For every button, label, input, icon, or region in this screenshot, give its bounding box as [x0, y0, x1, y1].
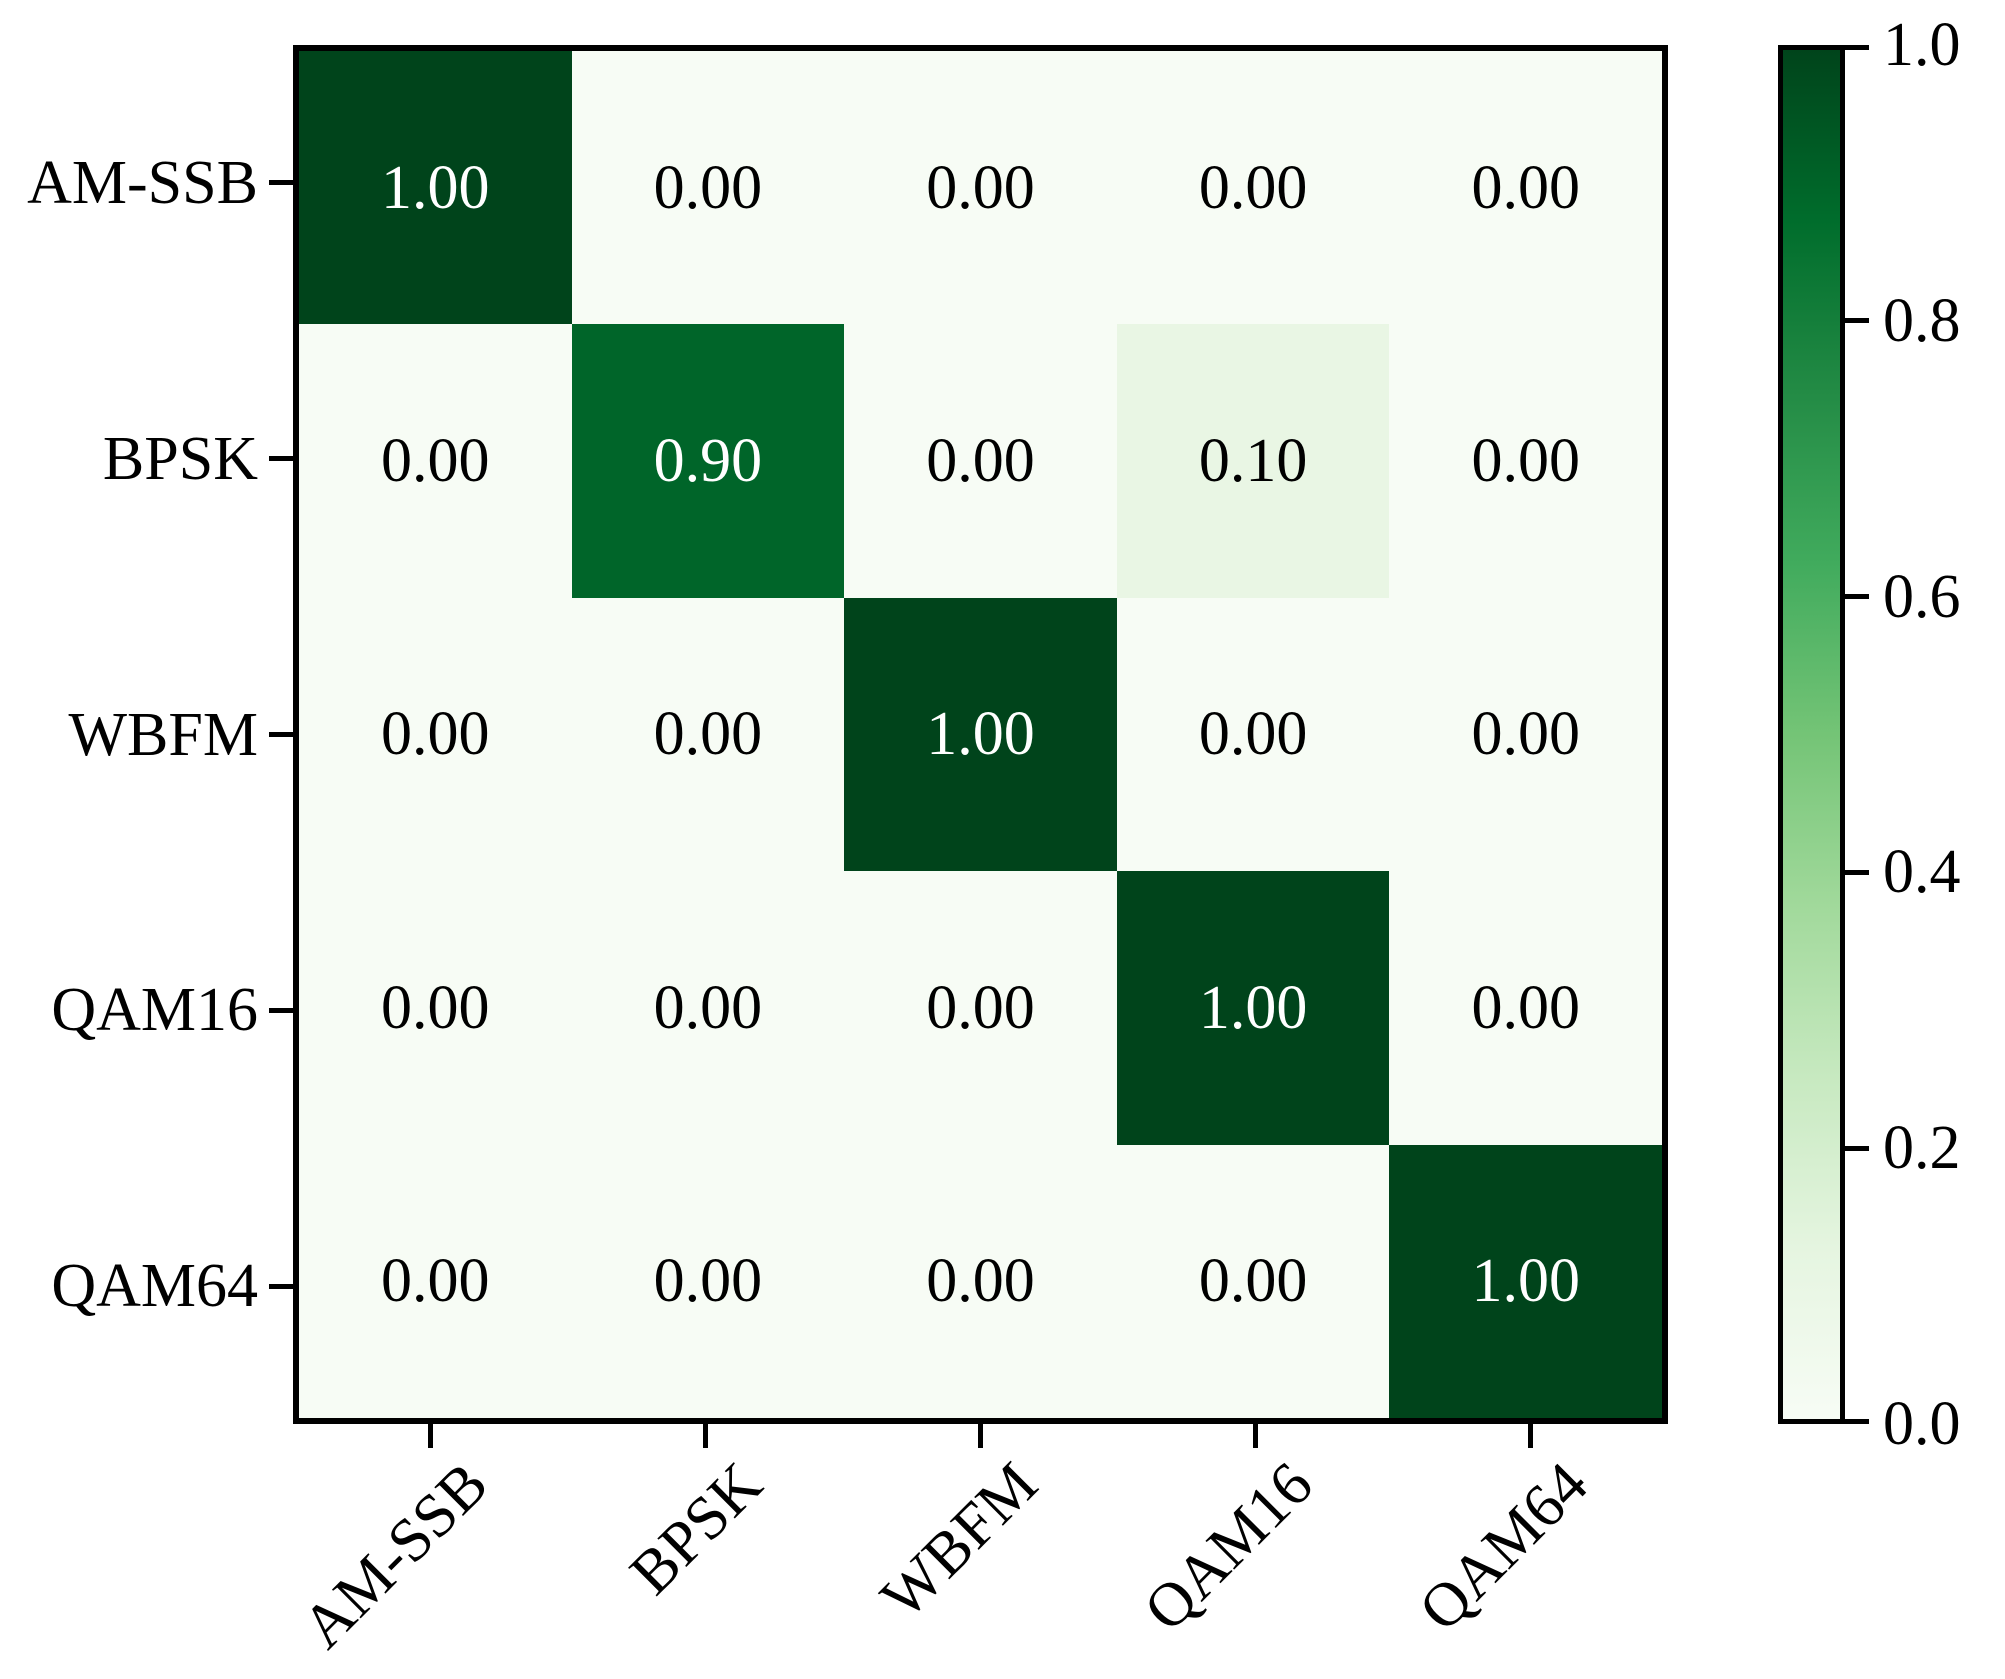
matrix-cell: 0.00 [844, 871, 1117, 1145]
matrix-cell: 0.00 [844, 324, 1117, 598]
x-tick-label: AM-SSB [289, 1449, 501, 1662]
x-tick-label: WBFM [868, 1449, 1051, 1632]
tick-mark [1528, 1424, 1533, 1448]
matrix-cell: 0.00 [299, 871, 572, 1145]
matrix-cell: 1.00 [1116, 871, 1390, 1145]
tick-mark [1845, 1419, 1869, 1424]
colorbar-tick-label: 0.4 [1883, 838, 1961, 907]
matrix-cell: 0.90 [571, 324, 845, 598]
tick-mark [978, 1424, 983, 1448]
tick-mark [428, 1424, 433, 1448]
matrix-cell: 0.10 [1116, 324, 1390, 598]
matrix-cell: 0.00 [844, 51, 1117, 325]
matrix-cell: 0.00 [299, 1144, 572, 1418]
tick-mark [1845, 594, 1869, 600]
matrix-cell: 0.00 [1389, 871, 1662, 1145]
matrix-cell: 0.00 [299, 324, 572, 598]
tick-mark [1253, 1424, 1258, 1448]
tick-mark [269, 180, 293, 186]
matrix-cell: 0.00 [1116, 1144, 1390, 1418]
tick-mark [269, 732, 293, 737]
matrix-cell: 1.00 [1389, 1144, 1662, 1418]
colorbar-tick-label: 0.0 [1883, 1390, 1961, 1458]
tick-mark [703, 1424, 708, 1448]
matrix-cell: 0.00 [1116, 597, 1390, 872]
x-tick-label: QAM16 [1131, 1449, 1326, 1645]
matrix-cell: 0.00 [299, 597, 572, 872]
matrix-cell: 0.00 [571, 1144, 845, 1418]
y-tick-label: AM-SSB [27, 148, 258, 217]
colorbar [1778, 45, 1845, 1424]
y-tick-label: BPSK [102, 424, 258, 493]
colorbar-tick-label: 0.8 [1883, 286, 1961, 355]
matrix-cell: 1.00 [844, 597, 1117, 872]
colorbar-tick-label: 0.2 [1883, 1114, 1961, 1183]
x-tick-label: BPSK [617, 1449, 776, 1608]
y-tick-label: WBFM [68, 700, 258, 769]
matrix-cell: 0.00 [571, 871, 845, 1145]
y-tick-label: QAM16 [51, 976, 258, 1045]
y-tick-label: QAM64 [51, 1252, 258, 1321]
matrix-cell: 0.00 [1389, 51, 1662, 325]
x-tick-label: QAM64 [1406, 1449, 1601, 1645]
matrix-cell: 0.00 [571, 51, 845, 325]
tick-mark [1845, 1145, 1869, 1151]
matrix-cell: 0.00 [571, 597, 845, 872]
tick-mark [1845, 45, 1869, 50]
colorbar-tick-label: 0.6 [1883, 562, 1961, 631]
matrix-cell: 0.00 [844, 1144, 1117, 1418]
matrix-cell: 0.00 [1116, 51, 1390, 325]
matrix-cell: 0.00 [1389, 597, 1662, 872]
tick-mark [269, 1283, 293, 1289]
tick-mark [269, 456, 293, 462]
tick-mark [1845, 318, 1869, 324]
tick-mark [1845, 869, 1869, 875]
confusion-matrix-heatmap: 1.00 0.00 0.00 0.00 0.00 0.00 0.90 0.00 0.10 0.00… [293, 45, 1668, 1424]
colorbar-tick-label: 1.0 [1883, 11, 1961, 79]
tick-mark [269, 1007, 293, 1013]
matrix-cell: 0.00 [1389, 324, 1662, 598]
matrix-cell: 1.00 [299, 51, 572, 325]
